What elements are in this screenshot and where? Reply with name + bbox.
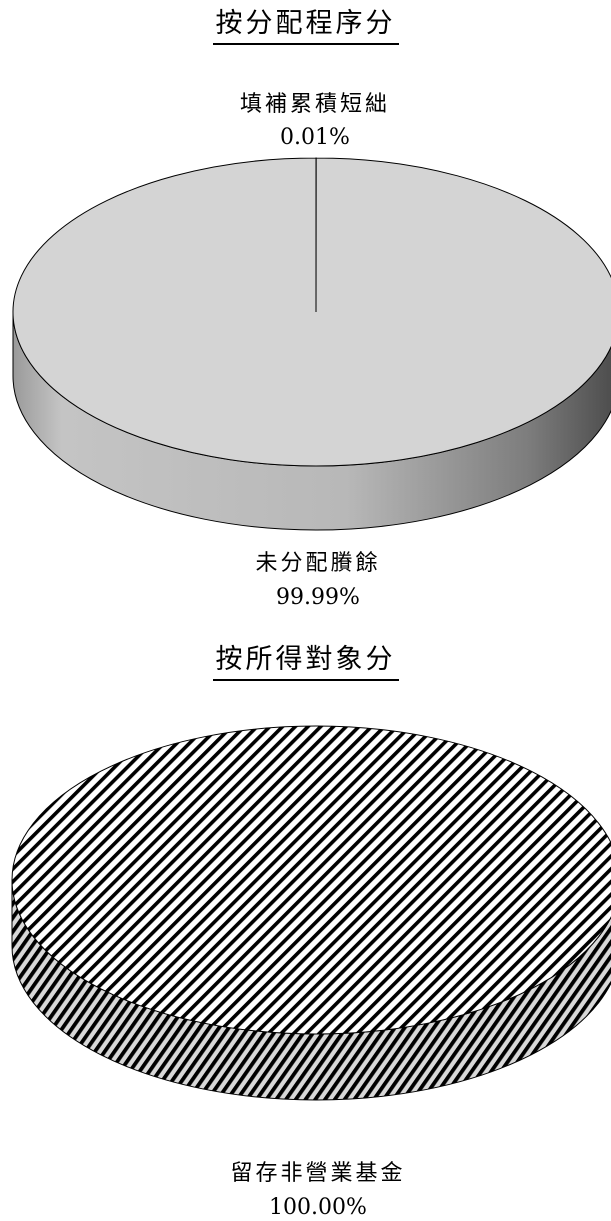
slice-label-value-1a: 0.01% [280, 125, 350, 150]
chart-title-1-text: 按分配程序分 [212, 10, 399, 45]
pie-chart-distribution-procedure: 填補累積短絀 0.01% 未分配賸餘 99.99% 按分配程序分 [0, 10, 611, 610]
chart-title-1: 按分配程序分 [0, 10, 611, 45]
pie-chart-2-canvas: 留存非營業基金 100.00% [11, 725, 611, 1220]
pie-slice-1 [12, 157, 611, 467]
pie-chart-recipient: 留存非營業基金 100.00% 按所得對象分 [0, 612, 611, 1221]
pie-slice-0 [11, 725, 611, 1035]
chart-title-2: 按所得對象分 [0, 646, 611, 681]
slice-label-value-2a: 100.00% [269, 1195, 367, 1220]
slice-label-name-1b: 未分配賸餘 [255, 551, 380, 576]
slice-label-name-1a: 填補累積短絀 [240, 92, 390, 117]
pie-chart-1-canvas: 填補累積短絀 0.01% 未分配賸餘 99.99% [12, 92, 611, 610]
chart-title-2-text: 按所得對象分 [212, 646, 399, 681]
slice-label-name-2a: 留存非營業基金 [230, 1161, 405, 1186]
slice-label-value-1b: 99.99% [276, 585, 360, 610]
